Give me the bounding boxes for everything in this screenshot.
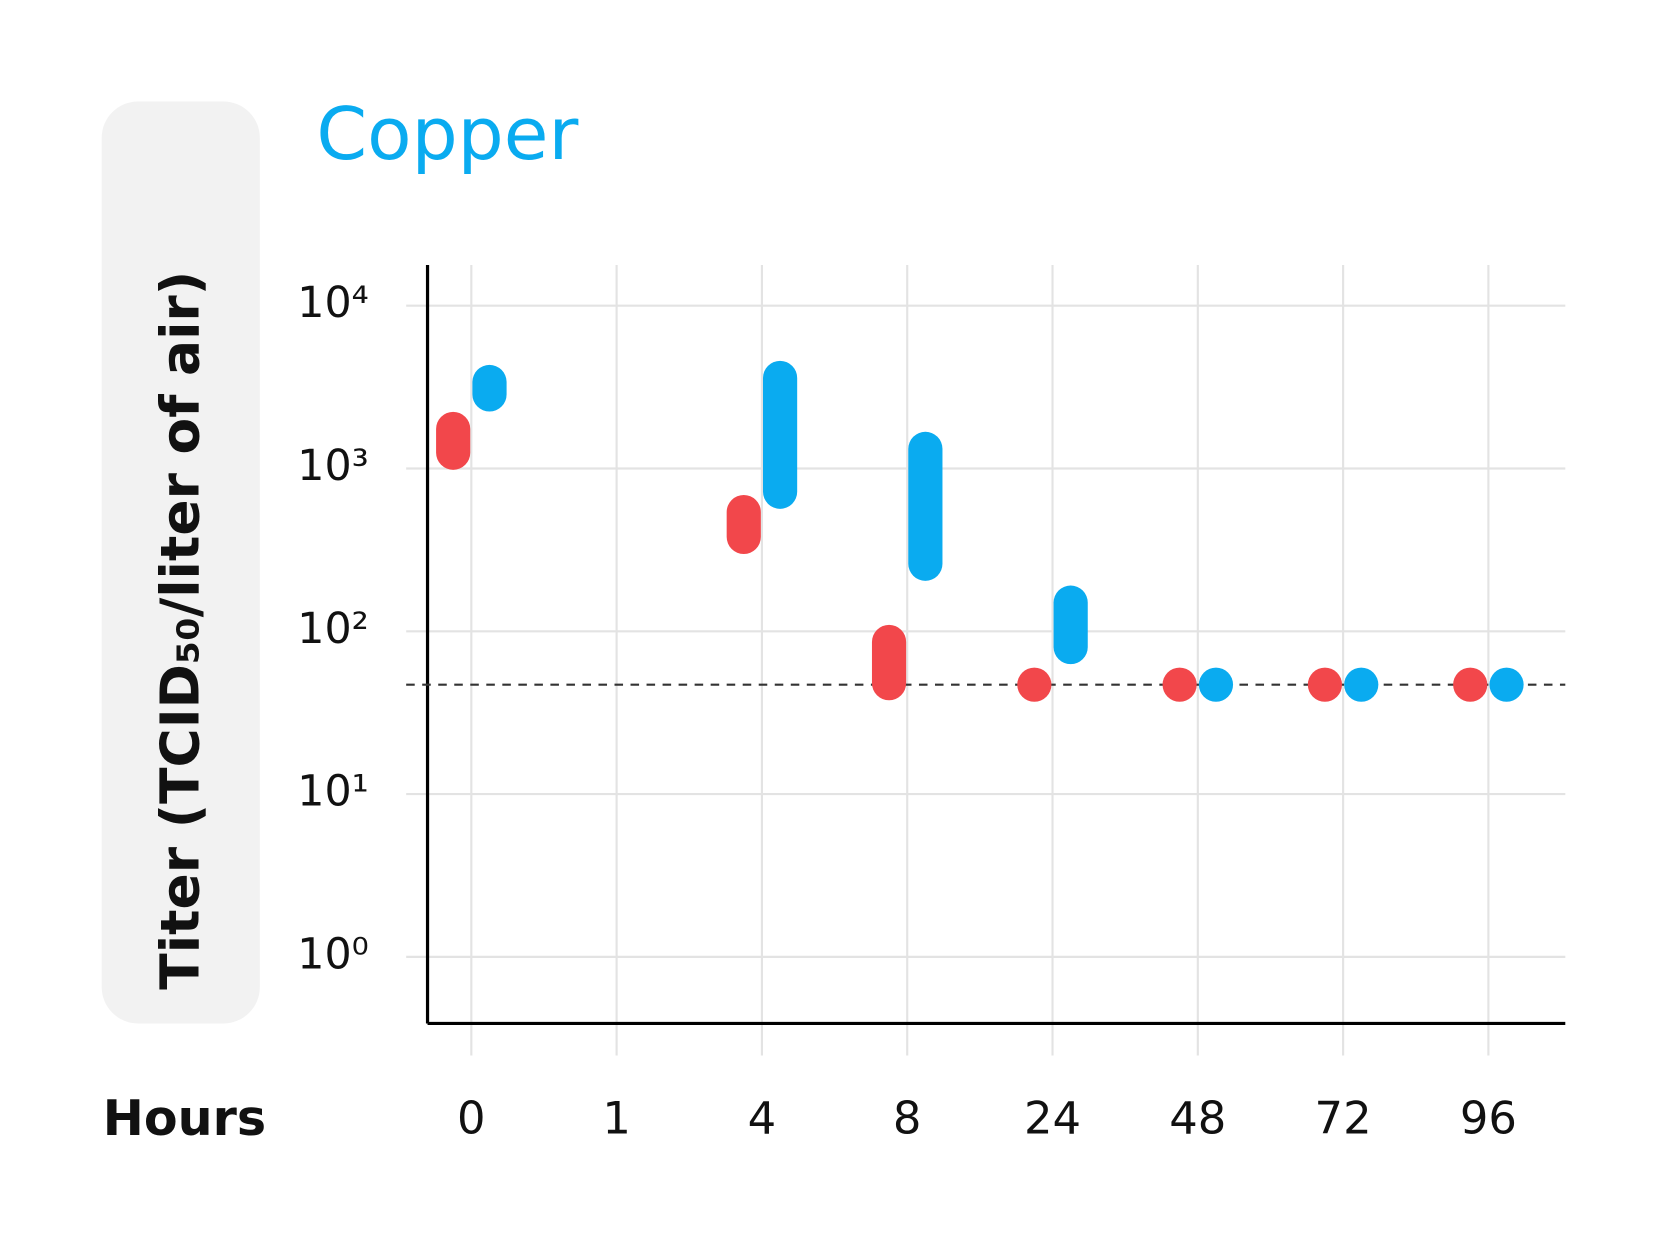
y-tick-label: 10¹ bbox=[297, 767, 368, 817]
y-tick-label: 10⁰ bbox=[297, 929, 368, 979]
y-axis-label: Titer (TCID₅₀/liter of air) bbox=[149, 271, 212, 990]
y-tick-label: 10² bbox=[297, 604, 368, 654]
x-axis-label: Hours bbox=[103, 1089, 266, 1147]
x-tick-label: 8 bbox=[893, 1092, 922, 1145]
range-dot bbox=[1162, 667, 1197, 702]
y-tick-label: 10³ bbox=[297, 441, 368, 491]
x-tick-label: 96 bbox=[1460, 1092, 1517, 1145]
range-dot bbox=[1489, 667, 1524, 702]
range-dot bbox=[1453, 667, 1488, 702]
y-tick-label: 10⁴ bbox=[297, 278, 368, 328]
x-tick-label: 0 bbox=[457, 1092, 486, 1145]
chart-title: Copper bbox=[316, 93, 578, 177]
y-label-panel bbox=[101, 101, 260, 1024]
x-tick-label: 72 bbox=[1315, 1092, 1372, 1145]
range-dot bbox=[1198, 667, 1234, 702]
x-tick-label: 1 bbox=[602, 1092, 631, 1145]
range-dot bbox=[1344, 667, 1379, 702]
range-dot bbox=[1017, 667, 1052, 702]
x-tick-label: 24 bbox=[1024, 1092, 1081, 1145]
range-dot bbox=[1307, 667, 1343, 702]
x-tick-label: 4 bbox=[748, 1092, 777, 1145]
x-tick-label: 48 bbox=[1169, 1092, 1226, 1145]
